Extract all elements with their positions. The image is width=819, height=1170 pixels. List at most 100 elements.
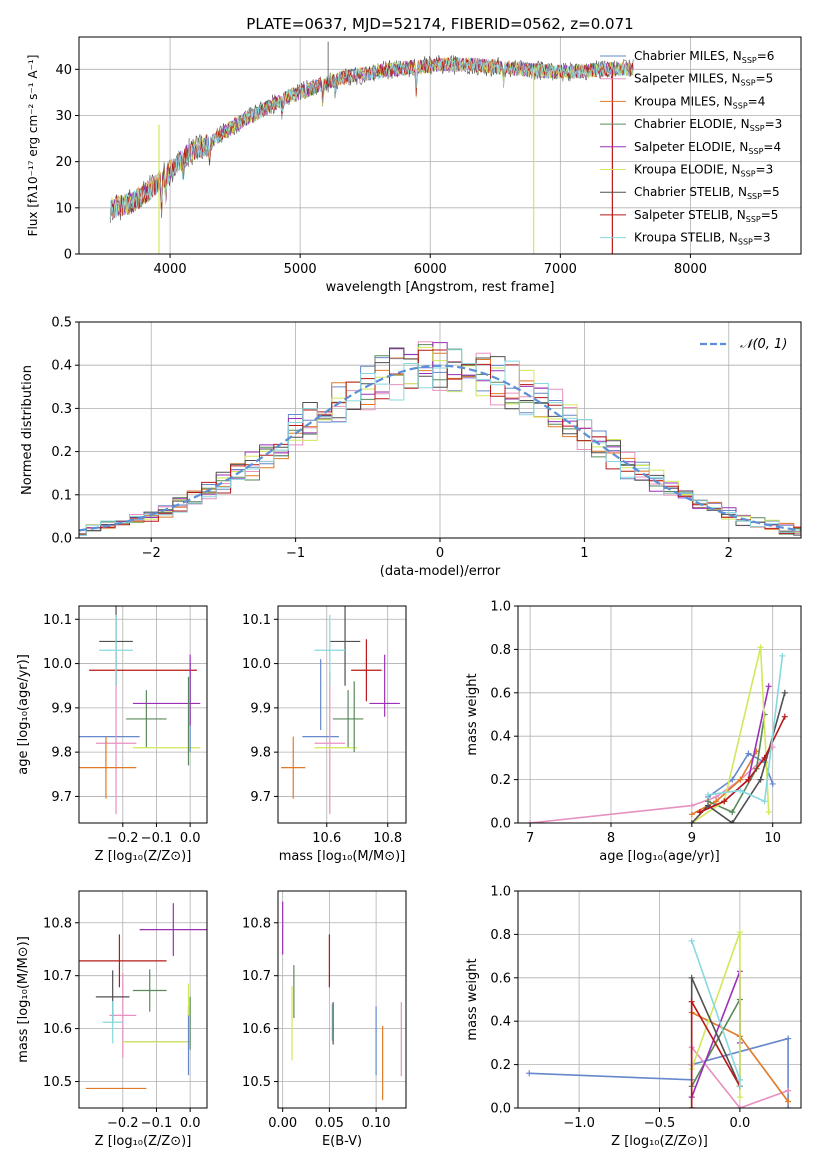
x-tick-label: 10.6 — [312, 831, 341, 846]
grid — [518, 890, 801, 1109]
legend: Chabrier MILES, NSSP=6 Salpeter MILES, NS… — [600, 49, 782, 247]
weight-line — [707, 655, 784, 803]
weight-marker — [729, 776, 736, 783]
weight-marker — [721, 798, 728, 805]
histogram-step — [79, 349, 801, 536]
weight-marker — [736, 1076, 743, 1083]
panel-age-Z: −0.2 −0.1 0.0 9.7 9.8 9.9 10.0 10.1 Z [log₁₀(Z/Z… — [16, 605, 208, 864]
spectrum-line — [109, 57, 634, 219]
x-tick-label: 0 — [436, 546, 444, 561]
x-tick-label: −0.2 — [107, 831, 139, 846]
weight-marker — [785, 1098, 792, 1105]
legend-label: Salpeter ELODIE, NSSP=4 — [634, 140, 781, 156]
y-axis-label: mass weight — [465, 673, 480, 755]
legend-label: Kroupa MILES, NSSP=4 — [634, 94, 765, 110]
weight-line — [691, 692, 786, 823]
y-tick-label: 0.8 — [490, 928, 511, 943]
x-axis-label: (data-model)/error — [380, 564, 501, 579]
legend-label: Salpeter STELIB, NSSP=5 — [634, 208, 778, 224]
axes-frame — [78, 890, 208, 1109]
panel-mass-Z: −0.2 −0.1 0.0 10.5 10.6 10.7 10.8 Z [log₁₀(Z/Z⊙… — [16, 890, 208, 1149]
grid — [79, 606, 207, 823]
y-axis-label: mass [log₁₀(M/M⊙)] — [16, 936, 31, 1063]
plot-area — [109, 41, 634, 254]
legend-value: =3 — [756, 163, 774, 177]
grid — [278, 606, 406, 823]
x-axis-label: mass [log₁₀(M/M⊙)] — [279, 849, 406, 864]
plot-area — [282, 901, 402, 1101]
panel-massweight-age: 7 8 9 10 0.0 0.2 0.4 0.6 0.8 1.0 age [log₁₀(age/yr… — [465, 600, 802, 864]
x-tick-label: −1.0 — [563, 1116, 595, 1131]
weight-marker — [736, 1105, 743, 1108]
axes-frame — [517, 605, 802, 824]
weight-marker — [526, 1070, 533, 1077]
y-tick-label: 0.1 — [51, 488, 72, 503]
spectrum-line — [109, 55, 634, 224]
legend-label: Kroupa STELIB, NSSP=3 — [634, 231, 771, 247]
legend-value: =5 — [756, 72, 774, 86]
x-tick-label: 10 — [764, 831, 781, 846]
x-tick-label: 7000 — [544, 262, 577, 277]
x-tick-label: 9 — [688, 831, 696, 846]
plot-area — [527, 644, 788, 823]
y-tick-label: 10.6 — [242, 1022, 271, 1037]
panel-age-mass: 10.6 10.8 9.7 9.8 9.9 10.0 10.1 mass [log₁₀(M/M… — [242, 605, 407, 864]
spectrum-line — [109, 56, 634, 219]
weight-marker — [785, 1035, 792, 1042]
plot-area — [526, 929, 792, 1108]
x-tick-label: 0.05 — [315, 1116, 344, 1131]
weight-marker — [785, 1105, 792, 1108]
x-tick-label: 8000 — [674, 262, 707, 277]
spectrum-line — [109, 57, 634, 219]
weight-marker — [745, 750, 752, 757]
x-tick-label: 1 — [580, 546, 588, 561]
y-tick-label: 10.7 — [43, 969, 72, 984]
y-tick-label: 30 — [55, 109, 72, 124]
x-tick-label: 0.0 — [180, 831, 201, 846]
weight-marker — [688, 802, 695, 809]
y-tick-label: 0.4 — [51, 359, 72, 374]
weight-marker — [705, 791, 712, 798]
histogram-step — [79, 349, 801, 536]
x-axis-label: Z [log₁₀(Z/Z⊙)] — [611, 1134, 708, 1149]
axes-frame — [78, 321, 802, 539]
y-tick-label: 10.1 — [43, 613, 72, 628]
weight-marker — [736, 929, 743, 936]
figure-title: PLATE=0637, MJD=52174, FIBERID=0562, z=0… — [246, 15, 633, 33]
weight-marker — [765, 809, 772, 816]
axes-frame — [277, 890, 407, 1109]
legend-value: =4 — [748, 94, 766, 108]
legend-subscript: SSP — [750, 124, 765, 133]
y-tick-label: 10.5 — [43, 1075, 72, 1090]
weight-marker — [765, 683, 772, 690]
x-tick-label: −0.1 — [141, 831, 173, 846]
panel-mass-ebv: 0.00 0.05 0.10 10.5 10.6 10.7 10.8 E(B-V) — [242, 890, 407, 1149]
y-tick-label: 0.4 — [490, 730, 511, 745]
y-axis-label: Flux [fλ10⁻¹⁷ erg cm⁻² s⁻¹ A⁻¹] — [26, 55, 40, 237]
panel-residuals: −2 −1 0 1 2 0.0 0.1 0.2 0.3 0.4 0.5 (data-model)/er… — [20, 316, 802, 579]
axes-frame — [277, 605, 407, 824]
grid — [79, 891, 207, 1108]
weight-marker — [688, 820, 695, 823]
weight-marker — [736, 1083, 743, 1090]
y-tick-label: 0.0 — [490, 817, 511, 832]
x-tick-label: 10.8 — [373, 831, 402, 846]
y-tick-label: 1.0 — [490, 885, 511, 900]
plot-area — [79, 341, 801, 536]
x-axis-label: Z [log₁₀(Z/Z⊙)] — [95, 849, 192, 864]
x-tick-label: 7 — [526, 831, 534, 846]
spectrum-line — [109, 56, 634, 219]
y-tick-label: 10.8 — [242, 916, 271, 931]
y-tick-label: 20 — [55, 155, 72, 170]
grid — [278, 891, 406, 1108]
x-tick-label: 0.00 — [268, 1116, 297, 1131]
y-tick-label: 10.7 — [242, 969, 271, 984]
y-tick-label: 10.0 — [43, 657, 72, 672]
weight-marker — [769, 780, 776, 787]
weight-marker — [757, 644, 764, 651]
y-tick-label: 9.7 — [51, 790, 72, 805]
grid — [518, 605, 801, 824]
legend-subscript: SSP — [746, 215, 761, 224]
y-axis-label: age [log₁₀(age/yr)] — [16, 654, 31, 775]
plot-area — [281, 606, 400, 815]
